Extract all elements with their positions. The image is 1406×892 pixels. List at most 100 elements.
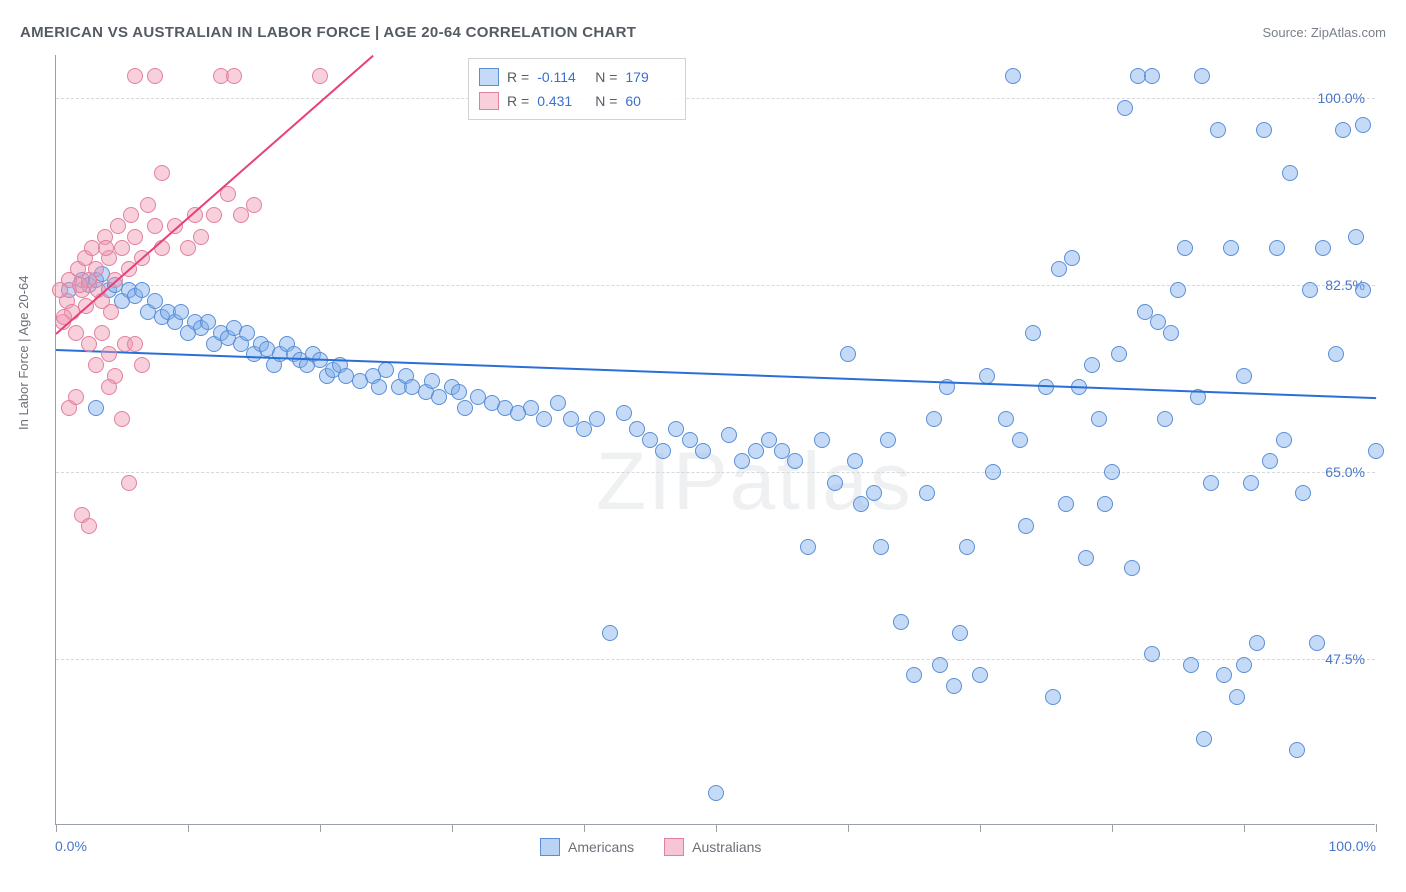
data-point xyxy=(121,475,137,491)
data-point xyxy=(979,368,995,384)
data-point xyxy=(1295,485,1311,501)
n-label: N = xyxy=(595,93,617,109)
legend-label-americans: Americans xyxy=(568,839,634,855)
data-point xyxy=(1309,635,1325,651)
r-value-americans: -0.114 xyxy=(537,69,587,85)
data-point xyxy=(946,678,962,694)
data-point xyxy=(147,68,163,84)
data-point xyxy=(616,405,632,421)
data-point xyxy=(424,373,440,389)
x-tick xyxy=(56,824,57,832)
data-point xyxy=(721,427,737,443)
data-point xyxy=(1355,117,1371,133)
data-point xyxy=(193,229,209,245)
data-point xyxy=(1243,475,1259,491)
data-point xyxy=(972,667,988,683)
data-point xyxy=(873,539,889,555)
data-point xyxy=(1097,496,1113,512)
data-point xyxy=(919,485,935,501)
data-point xyxy=(1005,68,1021,84)
data-point xyxy=(103,304,119,320)
data-point xyxy=(88,261,104,277)
data-point xyxy=(1355,282,1371,298)
data-point xyxy=(88,400,104,416)
data-point xyxy=(101,346,117,362)
x-tick xyxy=(1244,824,1245,832)
data-point xyxy=(1018,518,1034,534)
y-tick-label: 100.0% xyxy=(1318,90,1365,106)
data-point xyxy=(1058,496,1074,512)
n-label: N = xyxy=(595,69,617,85)
legend-item-americans: Americans xyxy=(540,838,634,856)
x-tick xyxy=(1376,824,1377,832)
swatch-americans xyxy=(479,68,499,86)
data-point xyxy=(1194,68,1210,84)
data-point xyxy=(866,485,882,501)
swatch-australians-bottom xyxy=(664,838,684,856)
data-point xyxy=(952,625,968,641)
data-point xyxy=(140,197,156,213)
data-point xyxy=(88,357,104,373)
data-point xyxy=(814,432,830,448)
data-point xyxy=(589,411,605,427)
data-point xyxy=(536,411,552,427)
data-point xyxy=(550,395,566,411)
data-point xyxy=(880,432,896,448)
data-point xyxy=(72,277,88,293)
data-point xyxy=(123,207,139,223)
data-point xyxy=(451,384,467,400)
data-point xyxy=(101,379,117,395)
y-tick-label: 47.5% xyxy=(1325,651,1365,667)
gridline xyxy=(56,98,1375,99)
data-point xyxy=(233,207,249,223)
data-point xyxy=(1078,550,1094,566)
data-point xyxy=(602,625,618,641)
data-point xyxy=(1196,731,1212,747)
scatter-chart: ZIPatlas 47.5%65.0%82.5%100.0% xyxy=(55,55,1375,825)
data-point xyxy=(1177,240,1193,256)
x-tick-max: 100.0% xyxy=(1329,838,1376,854)
data-point xyxy=(378,362,394,378)
series-legend: Americans Australians xyxy=(540,838,761,856)
gridline xyxy=(56,659,1375,660)
data-point xyxy=(1124,560,1140,576)
data-point xyxy=(1064,250,1080,266)
data-point xyxy=(1025,325,1041,341)
data-point xyxy=(98,240,114,256)
r-label: R = xyxy=(507,69,529,85)
data-point xyxy=(154,165,170,181)
source-label: Source: ZipAtlas.com xyxy=(1262,25,1386,40)
data-point xyxy=(1269,240,1285,256)
data-point xyxy=(906,667,922,683)
data-point xyxy=(114,240,130,256)
data-point xyxy=(1144,68,1160,84)
data-point xyxy=(226,68,242,84)
data-point xyxy=(1091,411,1107,427)
data-point xyxy=(655,443,671,459)
data-point xyxy=(1315,240,1331,256)
data-point xyxy=(206,207,222,223)
data-point xyxy=(457,400,473,416)
x-tick xyxy=(188,824,189,832)
data-point xyxy=(147,218,163,234)
gridline xyxy=(56,472,1375,473)
data-point xyxy=(840,346,856,362)
data-point xyxy=(853,496,869,512)
trend-line xyxy=(56,349,1376,399)
data-point xyxy=(1236,368,1252,384)
data-point xyxy=(847,453,863,469)
y-tick-label: 65.0% xyxy=(1325,464,1365,480)
data-point xyxy=(576,421,592,437)
chart-title: AMERICAN VS AUSTRALIAN IN LABOR FORCE | … xyxy=(20,24,636,41)
x-tick-min: 0.0% xyxy=(55,838,87,854)
x-tick xyxy=(584,824,585,832)
data-point xyxy=(998,411,1014,427)
data-point xyxy=(932,657,948,673)
data-point xyxy=(1117,100,1133,116)
data-point xyxy=(431,389,447,405)
data-point xyxy=(81,518,97,534)
x-tick xyxy=(320,824,321,832)
x-tick xyxy=(716,824,717,832)
correlation-legend: R = -0.114 N = 179 R = 0.431 N = 60 xyxy=(468,58,686,120)
data-point xyxy=(1210,122,1226,138)
